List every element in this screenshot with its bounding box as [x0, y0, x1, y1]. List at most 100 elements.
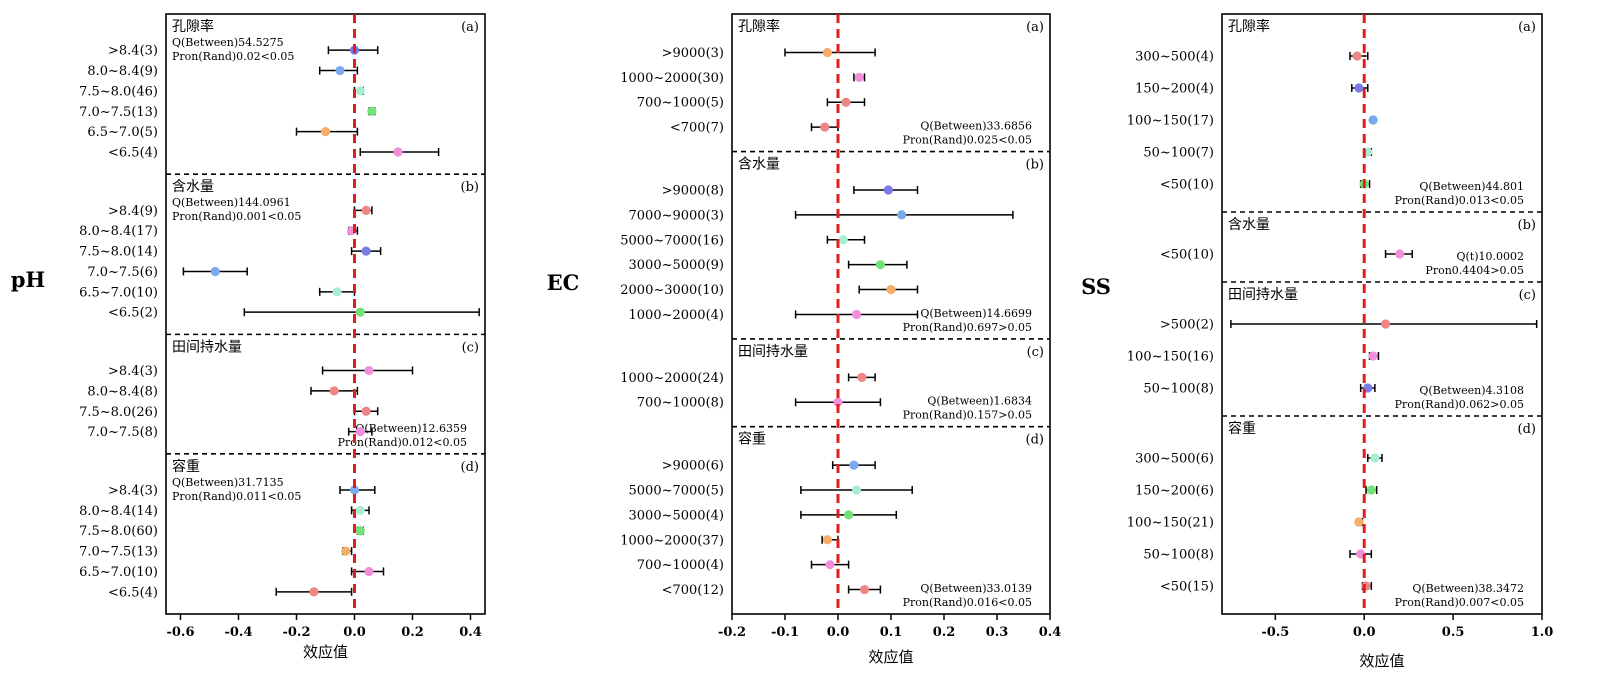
row: 50~100(8) — [1143, 548, 1373, 563]
row: 7.5~8.0(14) — [79, 245, 382, 260]
category-label: 6.5~7.0(10) — [79, 565, 158, 580]
row: 7.5~8.0(60) — [79, 524, 365, 539]
group-stat: Q(Between)38.3472 — [1412, 582, 1524, 595]
row: <6.5(4) — [108, 146, 440, 161]
group-2: 含水量 (b) Q(Between)14.6699Pron(Rand)0.697>0… — [620, 157, 1044, 334]
x-tick-label: 0.1 — [880, 625, 903, 640]
row: 300~500(4) — [1135, 50, 1369, 65]
category-label: 3000~5000(4) — [629, 508, 724, 523]
effect-point — [349, 485, 360, 495]
group-stat: Pron0.4404>0.05 — [1425, 264, 1524, 277]
x-tick-label: -0.2 — [718, 625, 746, 640]
category-label: 150~200(6) — [1135, 484, 1214, 499]
effect-point — [332, 287, 342, 297]
x-tick-label: -0.1 — [771, 625, 799, 640]
row: 1000~2000(4) — [629, 308, 919, 323]
effect-point — [838, 235, 848, 245]
group-tag: (d) — [1518, 422, 1536, 437]
row: 700~1000(4) — [637, 558, 850, 573]
category-label: 700~1000(8) — [637, 396, 724, 411]
group-4: 容重 (d) Q(Between)31.7135Pron(Rand)0.011<0.… — [79, 458, 479, 601]
group-stat: Q(Between)4.3108 — [1419, 384, 1524, 397]
row: >8.4(9) — [108, 204, 373, 219]
effect-point — [1368, 115, 1378, 125]
category-label: <6.5(4) — [108, 585, 158, 600]
group-stat: Pron(Rand)0.062>0.05 — [1395, 398, 1524, 411]
group-1: 孔隙率 (a) Q(Between)33.6856Pron(Rand)0.025<0… — [620, 18, 1044, 147]
category-label: <700(12) — [662, 583, 724, 598]
category-label: 7000~9000(3) — [629, 208, 724, 223]
group-stat: Pron(Rand)0.007<0.05 — [1395, 596, 1524, 609]
row: 700~1000(5) — [637, 96, 866, 111]
group-stat: Q(Between)144.0961 — [172, 196, 291, 209]
group-stat: Q(t)10.0002 — [1456, 250, 1524, 263]
group-tag: (a) — [1026, 20, 1044, 35]
category-label: >8.4(3) — [108, 364, 158, 379]
effect-point — [364, 566, 374, 577]
group-tag: (d) — [1026, 433, 1044, 448]
category-label: 150~200(4) — [1135, 82, 1214, 97]
group-label: 容重 — [1228, 420, 1256, 437]
effect-point — [341, 546, 351, 556]
category-label: 3000~5000(9) — [629, 258, 724, 273]
row: <50(15) — [1160, 580, 1373, 595]
category-label: <6.5(2) — [108, 306, 158, 321]
group-tag: (a) — [1518, 20, 1536, 35]
group-label: 含水量 — [172, 179, 214, 195]
row: 7.5~8.0(46) — [79, 84, 365, 99]
row: 50~100(7) — [1143, 146, 1373, 161]
group-tag: (b) — [1026, 158, 1044, 173]
category-label: 6.5~7.0(5) — [87, 125, 158, 140]
category-label: 5000~7000(16) — [620, 233, 724, 248]
effect-point — [844, 510, 854, 520]
category-label: 8.0~8.4(14) — [79, 504, 158, 519]
group-label: 容重 — [738, 431, 766, 448]
effect-point — [361, 246, 371, 256]
effect-point — [854, 72, 864, 82]
group-stat: Pron(Rand)0.001<0.05 — [172, 210, 301, 223]
group-3: 田间持水量 (c) Q(Between)12.6359Pron(Rand)0.012… — [79, 339, 479, 448]
effect-point — [393, 147, 403, 157]
group-1: 孔隙率 (a) Q(Between)54.5275Pron(Rand)0.02<0.… — [79, 18, 479, 161]
category-label: 50~100(7) — [1143, 146, 1214, 161]
row: <700(7) — [670, 121, 839, 136]
x-tick-label: 0.0 — [343, 625, 366, 640]
plot-frame — [1221, 13, 1543, 615]
effect-point — [355, 307, 365, 317]
x-tick-label: 0.0 — [827, 625, 850, 640]
effect-point — [1352, 51, 1362, 61]
row: 6.5~7.0(5) — [87, 125, 359, 140]
row: 7.0~7.5(6) — [87, 265, 248, 280]
category-label: >8.4(3) — [108, 44, 158, 59]
effect-point — [851, 485, 862, 495]
x-tick-label: -0.6 — [166, 625, 194, 640]
category-label: 8.0~8.4(17) — [79, 224, 158, 239]
category-label: 7.0~7.5(6) — [87, 265, 158, 280]
row: 7000~9000(3) — [629, 208, 1014, 223]
category-label: >9000(3) — [662, 46, 724, 61]
effect-point — [361, 205, 371, 215]
row: >9000(8) — [662, 184, 919, 199]
group-4: 容重 (d) Q(Between)38.3472Pron(Rand)0.007<0.… — [1127, 420, 1536, 609]
group-label: 孔隙率 — [172, 18, 214, 35]
panel-ec: 孔隙率 (a) Q(Between)33.6856Pron(Rand)0.025<0… — [547, 13, 1061, 666]
group-tag: (c) — [1519, 288, 1536, 303]
effect-point — [1370, 453, 1380, 463]
category-label: 300~500(6) — [1135, 452, 1214, 467]
effect-point — [822, 47, 833, 58]
panel-ph: 孔隙率 (a) Q(Between)54.5275Pron(Rand)0.02<0.… — [11, 13, 486, 661]
effect-point — [309, 587, 319, 597]
row: <50(10) — [1160, 248, 1413, 263]
category-label: 8.0~8.4(8) — [87, 384, 158, 399]
effect-point — [361, 406, 371, 416]
category-label: 7.0~7.5(13) — [79, 105, 158, 120]
category-label: >9000(8) — [662, 184, 724, 199]
x-tick-label: -0.2 — [282, 625, 310, 640]
effect-point — [1366, 485, 1376, 495]
category-label: 7.5~8.0(60) — [79, 524, 158, 539]
effect-point — [210, 266, 220, 277]
row: >8.4(3) — [108, 484, 376, 499]
group-2: 含水量 (b) Q(Between)144.0961Pron(Rand)0.001<… — [79, 179, 480, 321]
variable-label: EC — [547, 270, 580, 295]
